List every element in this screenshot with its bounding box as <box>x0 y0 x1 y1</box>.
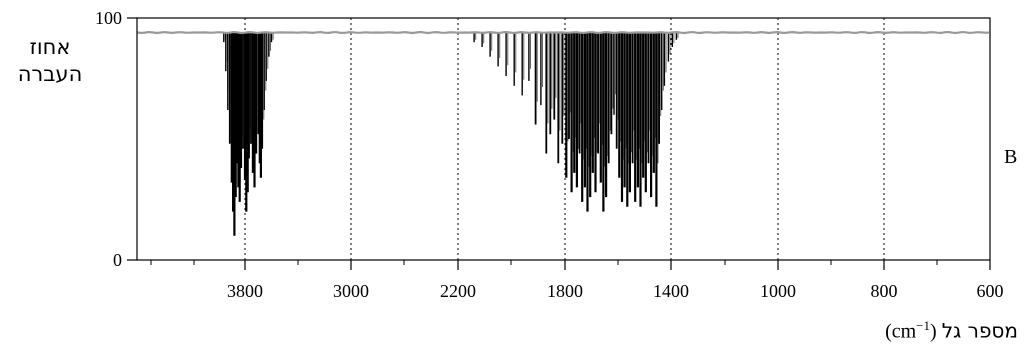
x-tick-label: 3000 <box>333 281 369 301</box>
y-tick-label: 0 <box>113 250 122 270</box>
x-axis-ticks: 3800 3000 2200 1800 1400 1000 800 600 <box>150 260 1004 301</box>
y-axis-label: אחוז העברה <box>8 34 92 88</box>
x-tick-label: 800 <box>871 281 898 301</box>
y-axis-label-line1: אחוז <box>29 35 71 59</box>
absorption-bands <box>223 32 679 236</box>
y-axis-label-line2: העברה <box>17 62 83 86</box>
transmittance-baseline <box>136 30 990 35</box>
x-tick-label: 600 <box>977 281 1004 301</box>
x-tick-label: 3800 <box>227 281 263 301</box>
x-tick-label: 1000 <box>760 281 796 301</box>
x-axis-label: (cm−1) מספר גל <box>885 318 1018 344</box>
x-tick-label: 2200 <box>440 281 476 301</box>
y-axis-ticks: 0 100 <box>95 8 137 270</box>
plot-frame <box>136 17 991 261</box>
x-axis-unit-exponent: −1 <box>916 318 931 333</box>
x-tick-label: 1800 <box>547 281 583 301</box>
x-axis-label-text: מספר גל <box>941 318 1018 343</box>
panel-label: B <box>1004 146 1018 168</box>
grid-lines <box>244 18 885 260</box>
x-axis-unit-suffix: ) <box>930 320 937 343</box>
x-tick-label: 1400 <box>653 281 689 301</box>
x-axis-unit-prefix: (cm <box>885 320 917 343</box>
y-tick-label: 100 <box>95 8 122 28</box>
